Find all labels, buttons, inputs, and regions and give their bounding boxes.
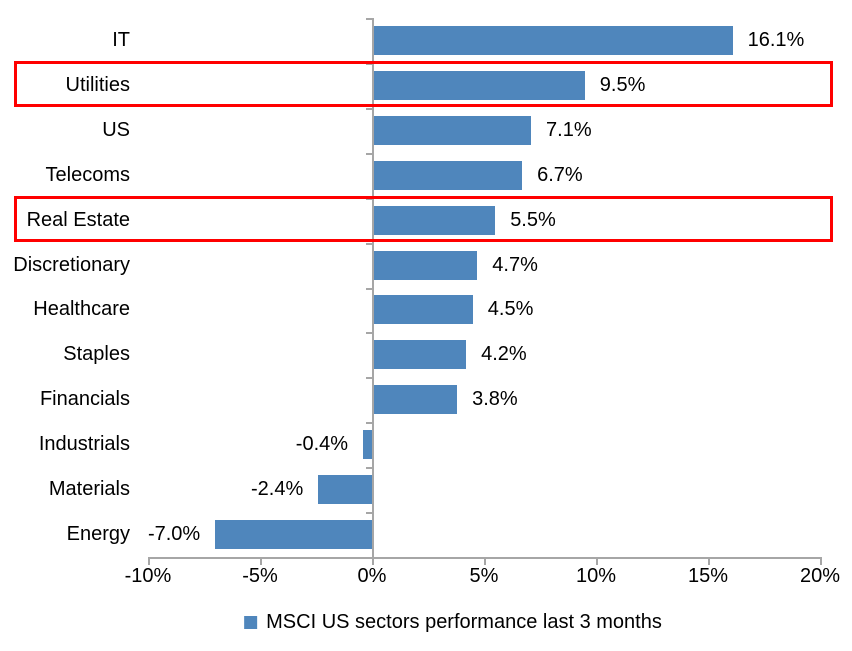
highlight-box-utilities [14, 60, 833, 107]
x-tick-label: 5% [469, 565, 499, 587]
y-axis-tick [366, 197, 372, 200]
value-label: 3.8% [472, 388, 518, 411]
value-label: 9.5% [599, 73, 646, 96]
x-tick-label: 20% [799, 565, 841, 587]
bar [372, 385, 458, 415]
y-axis-tick [366, 467, 372, 470]
bar [372, 25, 733, 55]
y-axis-tick [366, 287, 372, 290]
category-label: IT [112, 28, 130, 51]
bar [215, 520, 372, 550]
x-axis-tick [820, 557, 822, 565]
value-label: -2.4% [250, 478, 304, 501]
x-tick-label: 10% [575, 565, 617, 587]
y-axis-tick [366, 377, 372, 380]
y-axis-tick [366, 18, 372, 20]
highlight-box-real-estate [14, 195, 833, 242]
category-label: Healthcare [33, 298, 130, 321]
bar [372, 340, 467, 370]
bar [372, 115, 532, 145]
x-axis-tick [484, 557, 486, 565]
x-axis-tick [708, 557, 710, 565]
category-label: Materials [48, 478, 130, 501]
category-label: US [102, 118, 130, 141]
category-label: Staples [63, 343, 130, 366]
category-label: Energy [66, 523, 130, 546]
value-label: 4.2% [481, 343, 527, 366]
y-axis-tick [366, 152, 372, 155]
bar [372, 295, 473, 325]
x-axis-tick [148, 557, 150, 565]
value-label: 4.5% [487, 298, 534, 321]
category-label: Real Estate [26, 208, 130, 231]
x-tick-label: -10% [124, 565, 172, 587]
y-axis-tick [366, 422, 372, 425]
value-label: -7.0% [147, 523, 201, 546]
value-label: 4.7% [492, 253, 538, 276]
legend-swatch-icon [244, 616, 258, 629]
bar [372, 160, 523, 190]
category-label: Telecoms [45, 163, 130, 186]
bar [363, 430, 372, 460]
legend-label: MSCI US sectors performance last 3 month… [266, 611, 662, 633]
value-label: 5.5% [510, 208, 556, 231]
y-axis-tick [366, 242, 372, 245]
value-label: -0.4% [295, 433, 349, 456]
category-label: Financials [39, 388, 130, 411]
x-axis-tick [372, 557, 374, 565]
category-label: Utilities [65, 73, 130, 96]
legend: MSCI US sectors performance last 3 month… [244, 611, 662, 634]
y-axis-tick [366, 512, 372, 515]
bar [372, 205, 496, 235]
x-axis-tick [260, 557, 262, 565]
value-label: 7.1% [546, 118, 592, 141]
y-axis-tick [366, 107, 372, 110]
y-axis-tick [366, 332, 372, 335]
y-axis-tick [366, 62, 372, 65]
x-axis-tick [596, 557, 598, 565]
x-tick-label: 0% [357, 565, 387, 587]
x-tick-label: -5% [242, 565, 278, 587]
value-label: 16.1% [747, 28, 805, 51]
value-label: 6.7% [537, 163, 583, 186]
category-label: Industrials [38, 433, 130, 456]
category-label: Discretionary [13, 253, 130, 276]
bar [318, 475, 372, 505]
x-tick-label: 15% [687, 565, 729, 587]
y-axis-line [372, 18, 374, 557]
bar [372, 70, 585, 100]
bar [372, 250, 478, 280]
